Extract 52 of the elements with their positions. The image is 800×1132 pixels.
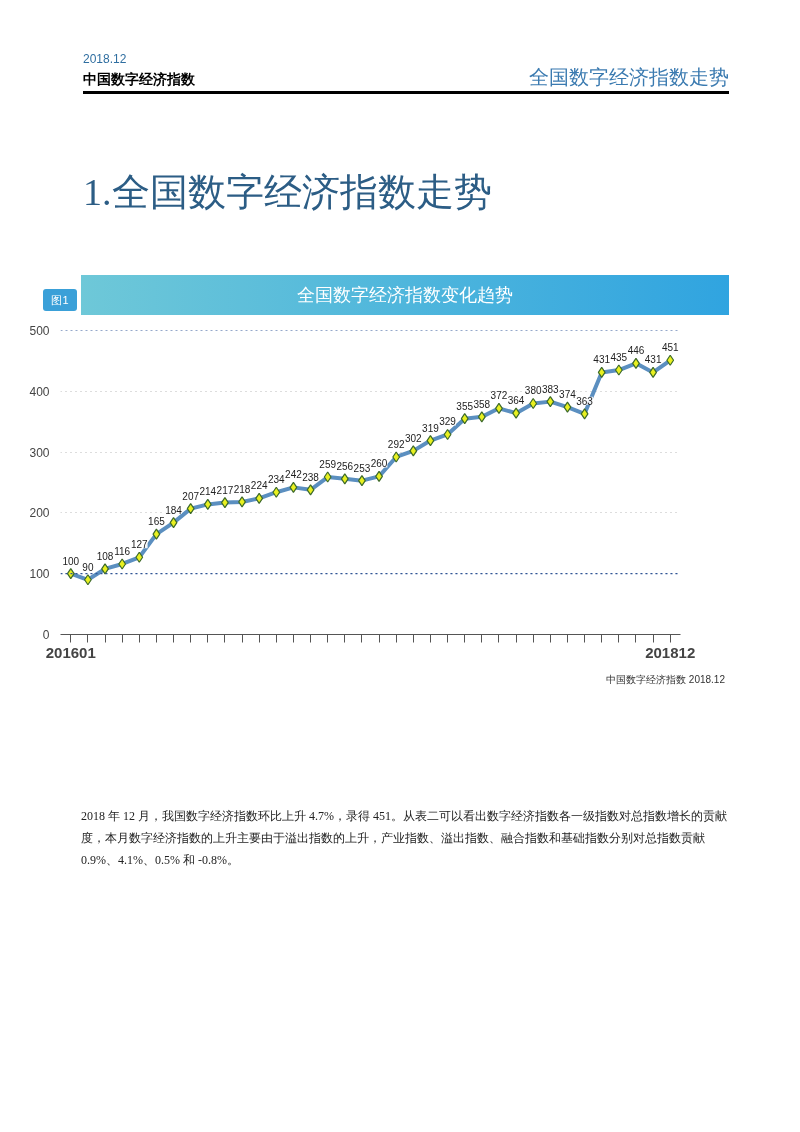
data-label: 431 xyxy=(644,354,662,366)
data-label: 127 xyxy=(130,539,149,551)
data-label: 374 xyxy=(559,389,577,401)
y-tick-label: 100 xyxy=(29,567,50,582)
data-label: 435 xyxy=(610,352,628,364)
data-label: 260 xyxy=(370,458,388,470)
chart-title: 全国数字经济指数变化趋势 xyxy=(81,275,729,315)
data-label: 329 xyxy=(439,416,457,428)
text: 2018.12 xyxy=(83,51,127,68)
data-label: 431 xyxy=(593,354,611,366)
data-label: 207 xyxy=(182,490,200,502)
data-label: 214 xyxy=(199,486,217,498)
data-label: 218 xyxy=(233,483,251,495)
data-label: 292 xyxy=(387,438,405,450)
data-label: 100 xyxy=(62,555,80,567)
data-label: 363 xyxy=(576,395,594,407)
data-label: 242 xyxy=(285,469,303,481)
data-label: 238 xyxy=(302,471,320,483)
data-label: 319 xyxy=(422,422,440,434)
y-tick-label: 0 xyxy=(42,628,50,642)
data-label: 259 xyxy=(319,459,337,471)
data-label: 256 xyxy=(336,460,354,472)
text: 中国数字经济指数 2018.12 xyxy=(605,673,725,687)
data-label: 234 xyxy=(267,474,286,486)
data-label: 355 xyxy=(456,400,474,412)
data-label: 253 xyxy=(353,462,371,474)
text: 全国数字经济指数走势 xyxy=(529,65,729,90)
x-tick-label: 201812 xyxy=(645,643,696,661)
data-label: 302 xyxy=(404,432,423,444)
caption: 图1 xyxy=(43,289,77,311)
data-label: 217 xyxy=(216,484,234,496)
data-label: 372 xyxy=(490,390,508,402)
text: 2018 年 12 月，我国数字经济指数环比上升 4.7%，录得 451。从表二可以看出数字经济指数各一级指数对总指数增长的贡献度，本月数字经济指数的上升主要由于溢出指数的上升，产业指数、溢出指数、融合指数和基础指数分别对总指数贡献 0.9%、4.1%、0.5% 和 -0.8%。 xyxy=(81,808,728,869)
data-label: 116 xyxy=(114,545,131,557)
text: 中国数字经济指数 xyxy=(83,70,195,89)
data-label: 364 xyxy=(507,395,525,407)
data-label: 380 xyxy=(524,385,542,397)
data-label: 184 xyxy=(165,504,183,516)
data-label: 90 xyxy=(82,561,94,573)
data-label: 165 xyxy=(148,516,166,528)
text: 1.全国数字经济指数走势 xyxy=(83,170,492,215)
data-label: 451 xyxy=(661,342,679,354)
y-tick-label: 500 xyxy=(29,324,50,338)
y-tick-label: 300 xyxy=(29,445,50,460)
data-label: 224 xyxy=(250,480,268,492)
x-tick-label: 201601 xyxy=(45,643,96,661)
y-tick-label: 400 xyxy=(29,384,50,399)
y-tick-label: 200 xyxy=(29,506,50,521)
data-label: 446 xyxy=(627,345,645,357)
data-label: 358 xyxy=(473,398,491,410)
data-label: 108 xyxy=(96,550,114,562)
data-label: 383 xyxy=(541,383,560,395)
